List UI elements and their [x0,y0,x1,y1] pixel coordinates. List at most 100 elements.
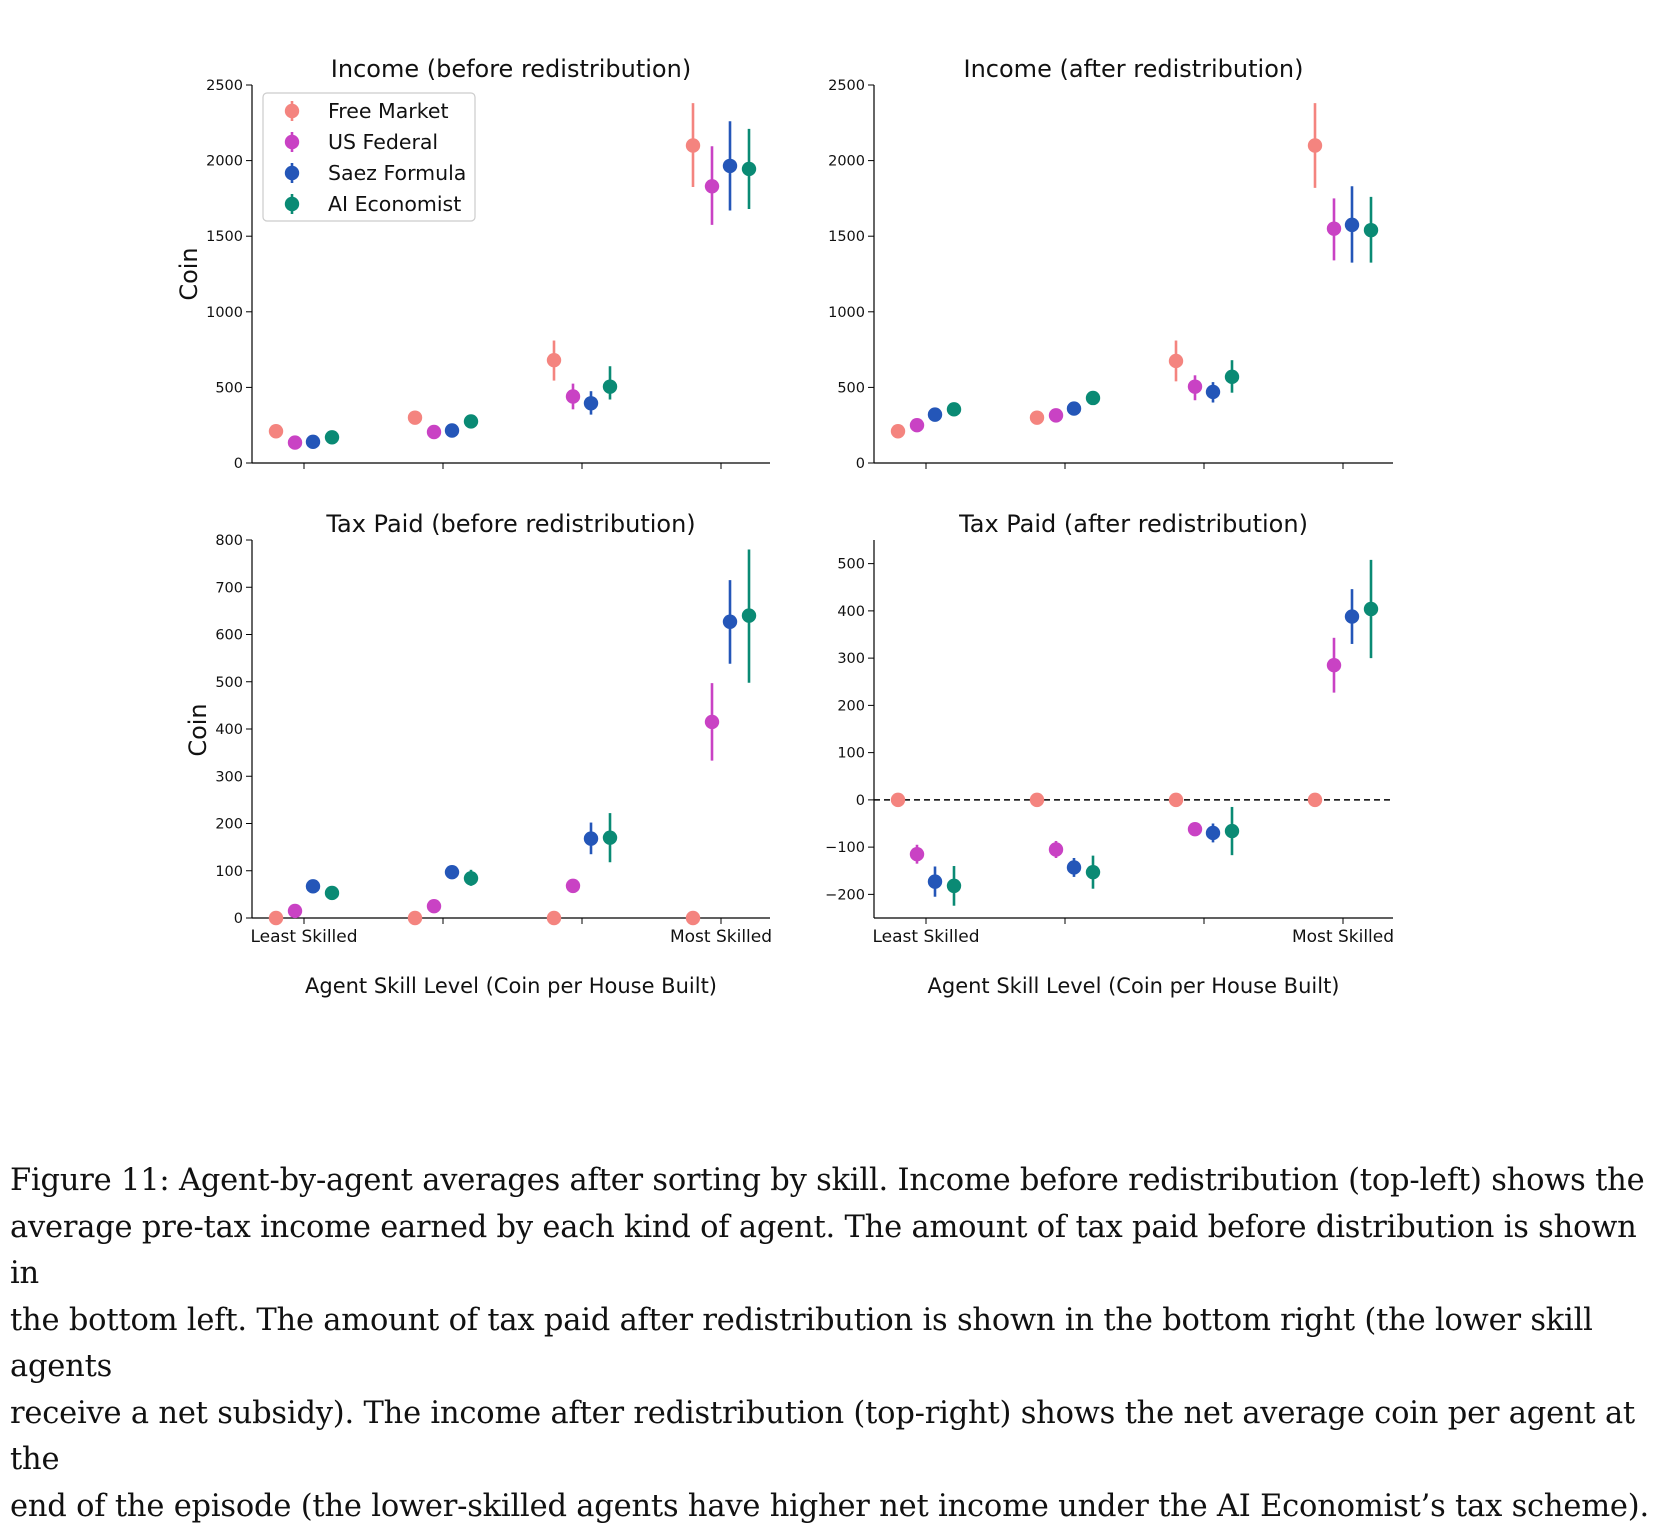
data-point [1225,824,1239,838]
y-tick-label: 2000 [206,154,243,170]
caption-line: average pre-tax income earned by each ki… [10,1205,1650,1298]
data-point [603,830,617,844]
data-point [1030,410,1044,424]
data-point [445,865,459,879]
data-point [547,353,561,367]
data-point [1345,218,1359,232]
data-point [1049,408,1063,422]
y-tick-label: 500 [837,557,865,573]
y-tick-label: −200 [825,887,865,903]
x-axis-label: Agent Skill Level (Coin per House Built) [928,974,1340,998]
y-tick-label: 100 [837,746,865,762]
data-point [445,423,459,437]
y-tick-label: 0 [856,456,865,472]
data-point [1327,221,1341,235]
data-point [686,138,700,152]
data-point [891,424,905,438]
y-tick-label: 200 [215,817,243,833]
data-point [1188,822,1202,836]
data-point [723,615,737,629]
y-tick-label: 400 [837,604,865,620]
y-tick-label: 300 [215,769,243,785]
y-tick-label: 600 [215,628,243,644]
data-point [306,435,320,449]
data-point [1308,793,1322,807]
y-tick-label: 100 [215,864,243,880]
data-point [427,425,441,439]
y-tick-label: 500 [215,380,243,396]
data-point [705,179,719,193]
data-point [742,608,756,622]
data-point [464,871,478,885]
y-tick-label: 1000 [828,305,865,321]
legend-label: US Federal [328,130,438,154]
y-tick-label: 800 [215,533,243,549]
chart-title: Income (before redistribution) [331,55,691,83]
x-axis-label: Agent Skill Level (Coin per House Built) [305,974,717,998]
y-tick-label: −100 [825,840,865,856]
caption-line: the bottom left. The amount of tax paid … [10,1298,1650,1391]
chart-title: Tax Paid (after redistribution) [958,510,1308,538]
y-axis-label: Coin [175,247,203,300]
data-point [288,435,302,449]
data-point [288,904,302,918]
data-point [947,402,961,416]
data-point [269,424,283,438]
data-point [928,874,942,888]
data-point [1345,609,1359,623]
legend-marker [285,135,299,149]
y-tick-label: 500 [215,675,243,691]
data-point [584,831,598,845]
y-tick-label: 0 [234,456,243,472]
data-point [325,886,339,900]
data-point [1049,842,1063,856]
chart-title: Tax Paid (before redistribution) [325,510,695,538]
data-point [1225,370,1239,384]
y-tick-label: 200 [837,698,865,714]
data-point [1206,385,1220,399]
data-point [566,879,580,893]
y-tick-label: 2500 [828,78,865,94]
data-point [464,414,478,428]
y-axis-label: Coin [184,703,212,756]
legend-marker [285,104,299,118]
legend-label: Free Market [328,99,449,123]
y-tick-label: 700 [215,580,243,596]
y-tick-label: 0 [234,911,243,927]
data-point [408,911,422,925]
data-point [1030,793,1044,807]
data-point [1364,223,1378,237]
data-point [427,899,441,913]
y-tick-label: 500 [837,380,865,396]
legend-marker [285,166,299,180]
figure-caption: Figure 11: Agent-by-agent averages after… [10,1158,1650,1530]
data-point [723,159,737,173]
data-point [1086,865,1100,879]
x-tick-label: Least Skilled [250,927,357,947]
y-tick-label: 0 [856,793,865,809]
y-tick-label: 300 [837,651,865,667]
legend-label: Saez Formula [328,161,466,185]
data-point [566,389,580,403]
data-point [547,911,561,925]
data-point [269,911,283,925]
caption-line: end of the episode (the lower-skilled ag… [10,1484,1650,1530]
y-tick-label: 2000 [828,154,865,170]
y-tick-label: 1000 [206,305,243,321]
data-point [1169,793,1183,807]
data-point [910,847,924,861]
data-point [947,879,961,893]
data-point [584,396,598,410]
y-tick-label: 2500 [206,78,243,94]
data-point [603,379,617,393]
data-point [686,911,700,925]
data-point [325,430,339,444]
data-point [306,879,320,893]
data-point [408,410,422,424]
caption-line: Figure 11: Agent-by-agent averages after… [10,1158,1650,1205]
data-point [1188,379,1202,393]
data-point [1086,391,1100,405]
data-point [742,162,756,176]
data-point [1308,138,1322,152]
